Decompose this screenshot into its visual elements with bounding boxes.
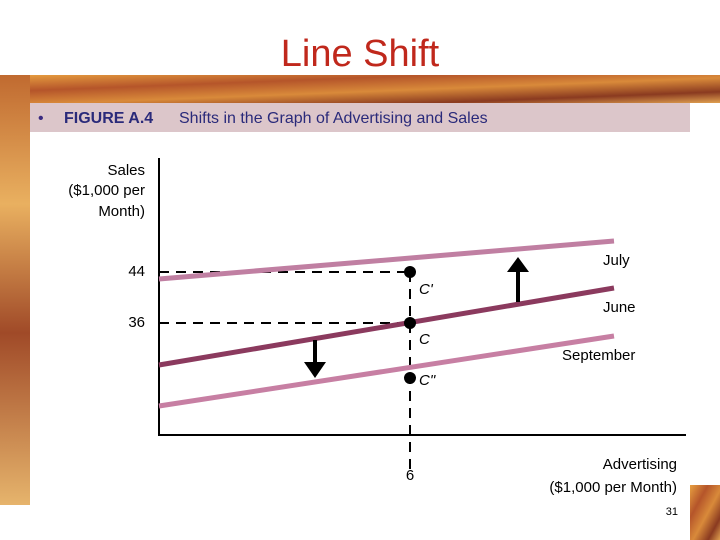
left-texture [0, 75, 30, 505]
july-line [158, 238, 615, 282]
september-line [158, 333, 615, 409]
down-arrow [304, 340, 326, 378]
y-tick-label: 44 [128, 263, 145, 280]
page-number: 31 [666, 506, 678, 518]
x-tick-label: 6 [406, 467, 414, 484]
up-arrow [507, 257, 529, 302]
y-axis-label: Sales [107, 162, 145, 179]
point [404, 317, 416, 329]
point-label: C" [419, 372, 436, 389]
bullet: • [38, 110, 44, 127]
x-axis-label: ($1,000 per Month) [549, 479, 677, 496]
slide-title: Line Shift [281, 33, 440, 75]
y-axis-label: Month) [98, 203, 145, 220]
point-label: C [419, 331, 430, 348]
line-label: July [603, 252, 630, 269]
line-label: September [562, 347, 635, 364]
corner-texture [690, 485, 720, 540]
x-axis-label: Advertising [603, 456, 677, 473]
point [404, 266, 416, 278]
figure-label: FIGURE A.4 [64, 110, 153, 127]
top-texture [0, 75, 720, 103]
june-line [158, 285, 615, 368]
y-axis-label: ($1,000 per [68, 182, 145, 199]
line-label: June [603, 299, 636, 316]
y-tick-label: 36 [128, 314, 145, 331]
point [404, 372, 416, 384]
header-bar [30, 103, 690, 132]
figure-caption: Shifts in the Graph of Advertising and S… [179, 110, 488, 127]
point-label: C' [419, 281, 434, 298]
